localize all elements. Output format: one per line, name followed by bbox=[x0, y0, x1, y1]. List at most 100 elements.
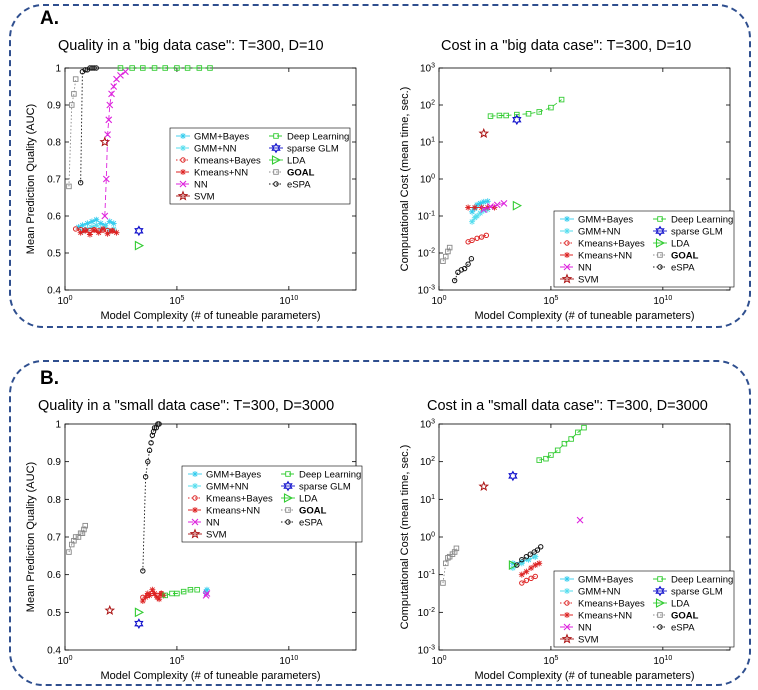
data-point-lda bbox=[134, 607, 145, 618]
tick-exponent: -2 bbox=[429, 607, 435, 614]
x-tick-label: 100 bbox=[431, 295, 446, 307]
legend-box bbox=[181, 465, 363, 543]
x-tick-label: 100 bbox=[57, 655, 72, 667]
legend-swatch-goal bbox=[273, 169, 279, 175]
x-tick-label: 105 bbox=[543, 295, 558, 307]
tick-exponent: 5 bbox=[555, 655, 559, 662]
data-point-gmm-nn bbox=[88, 224, 95, 231]
series-sparse-glm bbox=[512, 114, 522, 126]
data-point-nn bbox=[480, 206, 488, 213]
legend-box bbox=[553, 210, 735, 288]
data-point-espa bbox=[451, 277, 458, 284]
legend-swatch-deep-learning bbox=[273, 133, 279, 139]
data-point-goal bbox=[66, 549, 72, 555]
legend-label-svm: SVM bbox=[578, 635, 599, 646]
data-point-gmm-nn bbox=[203, 590, 210, 597]
legend-swatch-sparse-glm bbox=[271, 142, 281, 154]
data-point-deep-learning bbox=[548, 104, 554, 111]
data-point-deep-learning bbox=[129, 65, 135, 71]
legend-swatch-lda bbox=[271, 155, 282, 165]
y-tick-label: 0.9 bbox=[47, 101, 61, 112]
data-point-kmeans-nn bbox=[95, 229, 102, 236]
legend-swatch-nn bbox=[179, 180, 187, 188]
y-tick-label: 0.4 bbox=[47, 646, 61, 657]
series-gmm-nn bbox=[509, 553, 539, 572]
legend-label-gmm-bayes: GMM+Bayes bbox=[578, 215, 633, 226]
data-point-svm bbox=[478, 127, 490, 138]
data-point-nn bbox=[493, 201, 501, 209]
legend: GMM+BayesGMM+NNKmeans+BayesKmeans+NNNNSV… bbox=[169, 127, 351, 205]
panel-a-letter: A. bbox=[40, 8, 59, 29]
series-svm bbox=[478, 480, 490, 491]
legend-label-gmm-nn: GMM+NN bbox=[578, 587, 621, 598]
series-nn bbox=[202, 590, 211, 599]
y-tick-label: 0.8 bbox=[47, 138, 61, 149]
data-point-kmeans-nn bbox=[82, 227, 89, 234]
y-tick-label: 103 bbox=[420, 419, 435, 431]
series-kmeans-nn bbox=[139, 586, 167, 605]
data-point-deep-learning bbox=[503, 112, 509, 119]
chart-title: Quality in a "small data case": T=300, D… bbox=[38, 398, 334, 414]
data-point-espa bbox=[514, 562, 520, 568]
data-point-nn bbox=[105, 116, 113, 124]
data-point-goal bbox=[72, 534, 79, 540]
legend-swatch-deep-learning bbox=[285, 471, 291, 477]
data-point-kmeans-nn bbox=[532, 562, 539, 569]
legend-swatch-kmeans-bayes bbox=[192, 495, 198, 501]
legend-swatch-kmeans-nn bbox=[180, 169, 186, 175]
data-point-espa bbox=[77, 180, 84, 186]
legend-label-gmm-bayes: GMM+Bayes bbox=[578, 575, 633, 586]
data-point-nn bbox=[102, 175, 110, 183]
data-point-goal bbox=[446, 244, 453, 251]
x-tick-label: 100 bbox=[431, 655, 446, 667]
data-point-goal bbox=[440, 258, 446, 264]
tick-exponent: 0 bbox=[443, 655, 447, 662]
data-point-gmm-nn bbox=[474, 213, 481, 219]
data-point-deep-learning bbox=[536, 109, 542, 115]
data-point-kmeans-nn bbox=[528, 565, 535, 572]
y-tick-label: 0.8 bbox=[47, 495, 61, 506]
y-tick-label: 103 bbox=[420, 63, 435, 75]
data-point-goal bbox=[71, 91, 77, 97]
y-axis-label: Computational Cost (mean time, sec.) bbox=[399, 87, 411, 272]
data-point-gmm-bayes bbox=[480, 198, 487, 205]
legend: GMM+BayesGMM+NNKmeans+BayesKmeans+NNNNSV… bbox=[553, 210, 735, 288]
legend-label-nn: NN bbox=[578, 263, 592, 274]
y-tick-label: 10-2 bbox=[418, 607, 435, 619]
data-point-kmeans-nn bbox=[471, 204, 478, 211]
legend-swatch-lda bbox=[655, 598, 666, 608]
data-point-kmeans-nn bbox=[151, 590, 158, 597]
y-tick-label: 10-2 bbox=[418, 248, 435, 260]
chart-cost-small-data: Cost in a "small data case": T=300, D=30… bbox=[399, 398, 735, 682]
data-point-deep-learning bbox=[187, 586, 194, 593]
data-point-kmeans-nn bbox=[518, 571, 525, 578]
legend-label-deep-learning: Deep Learning bbox=[299, 470, 361, 481]
tick-exponent: -3 bbox=[429, 285, 435, 292]
legend-label-svm: SVM bbox=[206, 530, 227, 541]
series-espa bbox=[514, 544, 544, 568]
series-lda bbox=[508, 560, 519, 570]
data-point-espa bbox=[151, 425, 158, 431]
tick-exponent: 10 bbox=[291, 295, 299, 302]
tick-exponent: -2 bbox=[429, 248, 435, 255]
data-point-goal bbox=[440, 580, 446, 586]
data-point-gmm-bayes bbox=[474, 201, 481, 208]
data-point-deep-learning bbox=[558, 96, 565, 103]
data-point-nn bbox=[487, 203, 494, 210]
y-axis-label: Mean Prediction Quality (AUC) bbox=[25, 104, 37, 254]
y-tick-label: 101 bbox=[420, 137, 435, 149]
data-point-deep-learning bbox=[568, 436, 574, 442]
panel-a-frame bbox=[9, 4, 751, 328]
series-sparse-glm bbox=[134, 225, 144, 237]
legend-swatch-lda bbox=[283, 493, 294, 503]
legend-label-nn: NN bbox=[194, 180, 208, 191]
legend-swatch-gmm-bayes bbox=[564, 576, 570, 582]
legend-label-nn: NN bbox=[578, 623, 592, 634]
x-tick-label: 105 bbox=[543, 655, 558, 667]
legend-label-goal: GOAL bbox=[671, 251, 699, 262]
legend-swatch-gmm-bayes bbox=[192, 471, 198, 477]
legend-swatch-lda bbox=[655, 238, 666, 248]
y-tick-label: 100 bbox=[420, 532, 435, 544]
y-tick-label: 0.7 bbox=[47, 533, 61, 544]
data-point-goal bbox=[79, 530, 86, 536]
